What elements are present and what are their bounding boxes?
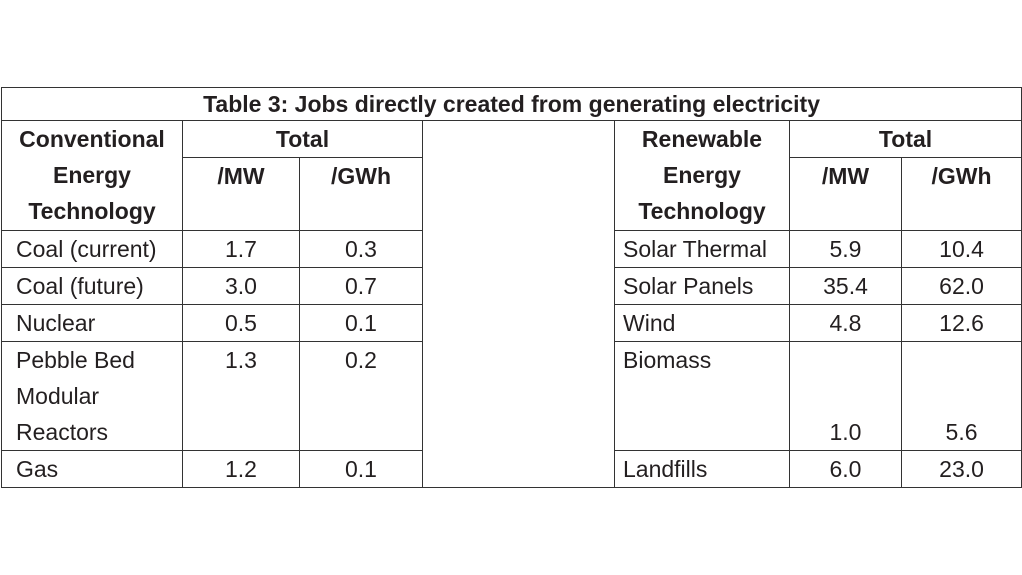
mw-header-text: /MW: [821, 163, 870, 189]
conventional-label: Coal (future): [1, 267, 183, 305]
renewable-mw-value: 4.8: [789, 304, 902, 342]
conventional-mw-value: 1.3: [182, 341, 300, 451]
renewable-label: Landfills: [614, 450, 790, 488]
header-line: Energy: [663, 162, 741, 188]
conventional-label: Pebble Bed Modular Reactors: [1, 341, 183, 451]
renewable-label: Solar Thermal: [614, 230, 790, 268]
conventional-gwh-value: 0.7: [299, 267, 423, 305]
conventional-label: Coal (current): [1, 230, 183, 268]
header-line: Technology: [638, 198, 766, 224]
value-text: 1.0: [829, 419, 862, 445]
conventional-mw-value: 0.5: [182, 304, 300, 342]
label-line: Reactors: [16, 419, 109, 445]
renewable-gwh-value: 62.0: [900, 267, 1022, 305]
conventional-label: Gas: [1, 450, 183, 488]
conventional-gwh-value: 0.2: [299, 341, 423, 451]
renewable-mw-value: 5.9: [789, 230, 902, 268]
renewable-gwh-header: /GWh: [900, 157, 1022, 231]
conventional-mw-header: /MW: [182, 157, 300, 231]
renewable-label: Solar Panels: [614, 267, 790, 305]
conventional-mw-value: 1.7: [182, 230, 300, 268]
label-line: Pebble Bed: [16, 347, 135, 373]
table-row: Pebble Bed Modular Reactors 1.3 0.2 Biom…: [1, 341, 1022, 451]
renewable-gwh-value: 12.6: [900, 304, 1022, 342]
conventional-gwh-value: 0.1: [299, 304, 423, 342]
renewable-label: Wind: [614, 304, 790, 342]
header-line: Conventional: [19, 126, 165, 152]
gwh-header-text: /GWh: [330, 163, 392, 189]
mw-header-text: /MW: [217, 163, 265, 189]
value-text: 0.2: [345, 347, 377, 373]
renewable-mw-header: /MW: [789, 157, 902, 231]
renewable-gwh-value: 5.6: [900, 341, 1022, 451]
conventional-gwh-header: /GWh: [299, 157, 423, 231]
renewable-mw-value: 1.0: [789, 341, 902, 451]
renewable-mw-value: 6.0: [789, 450, 902, 488]
renewable-technology-header: Renewable Energy Technology: [614, 120, 790, 231]
conventional-mw-value: 1.2: [182, 450, 300, 488]
table-title: Table 3: Jobs directly created from gene…: [0, 87, 1022, 121]
value-text: 1.3: [225, 347, 257, 373]
gwh-header-text: /GWh: [931, 163, 992, 189]
label-line: Modular: [16, 383, 100, 409]
table-row: Gas 1.2 0.1 Landfills 6.0 23.0: [1, 450, 1022, 488]
renewable-gwh-value: 10.4: [900, 230, 1022, 268]
conventional-total-header: Total: [182, 120, 423, 158]
conventional-gwh-value: 0.1: [299, 450, 423, 488]
renewable-label: Biomass: [614, 341, 790, 451]
table-row: Coal (future) 3.0 0.7 Solar Panels 35.4 …: [1, 267, 1022, 305]
renewable-gwh-value: 23.0: [900, 450, 1022, 488]
renewable-total-header: Total: [788, 120, 1022, 158]
conventional-technology-header: Conventional Energy Technology: [1, 120, 183, 231]
renewable-mw-value: 35.4: [789, 267, 902, 305]
conventional-mw-value: 3.0: [182, 267, 300, 305]
jobs-table: Table 3: Jobs directly created from gene…: [0, 87, 1022, 488]
value-text: 5.6: [945, 419, 978, 445]
header-line: Technology: [28, 198, 156, 224]
label-line: Biomass: [623, 347, 712, 373]
header-line: Energy: [53, 162, 131, 188]
column-gap: [422, 120, 615, 488]
table-row: Nuclear 0.5 0.1 Wind 4.8 12.6: [1, 304, 1022, 342]
header-line: Renewable: [641, 126, 763, 152]
conventional-label: Nuclear: [1, 304, 183, 342]
conventional-gwh-value: 0.3: [299, 230, 423, 268]
